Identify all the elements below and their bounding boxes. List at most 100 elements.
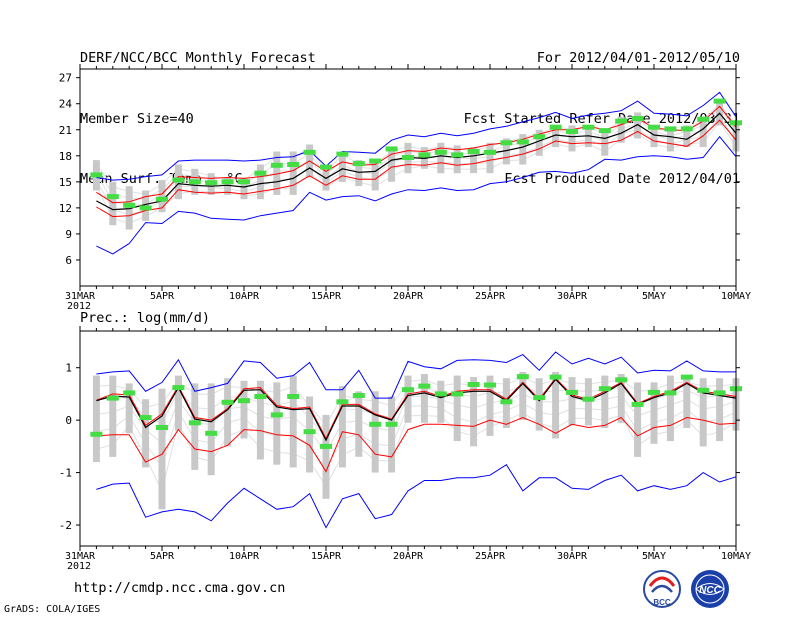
prec-obs-marker xyxy=(303,429,316,435)
logos: BCC NCC xyxy=(643,570,729,608)
prec-obs-marker xyxy=(516,374,529,380)
prec-spread-box xyxy=(535,378,543,431)
prec-spread-box xyxy=(256,380,264,460)
prec-spread-box xyxy=(158,388,166,510)
prec-y-tick-label: -1 xyxy=(59,467,72,480)
prec-ensemble-member xyxy=(96,412,737,493)
temp-x-tick-label: 10APR xyxy=(229,291,260,302)
temp-obs-marker xyxy=(385,146,398,152)
prec-sd-upper-line xyxy=(96,377,737,440)
prec-obs-marker xyxy=(697,387,710,393)
prec-spread-box xyxy=(486,375,494,436)
temp-obs-marker xyxy=(615,118,628,124)
prec-obs-marker xyxy=(533,395,546,401)
temp-mean-line xyxy=(96,112,737,211)
prec-spread-box xyxy=(470,377,478,447)
temp-spread-box xyxy=(634,112,642,139)
prec-spread-box xyxy=(224,378,232,447)
temp-spread-box xyxy=(470,147,478,174)
temp-spread-box xyxy=(601,129,609,156)
temp-spread-box xyxy=(666,129,674,152)
temp-obs-marker xyxy=(303,149,316,155)
temp-x-tick-label: 25APR xyxy=(475,291,506,302)
source-url[interactable]: http://cmdp.ncc.cma.gov.cn xyxy=(74,580,286,596)
prec-x-tick-label: 20APR xyxy=(393,551,424,562)
temp-obs-marker xyxy=(467,149,480,154)
prec-y-tick-label: 1 xyxy=(65,362,72,375)
prec-spread-box xyxy=(519,371,527,421)
prec-spread-box xyxy=(289,375,297,468)
prec-spread-box xyxy=(125,383,133,434)
temp-spread-box xyxy=(650,125,658,148)
prec-ensemble-member xyxy=(96,377,737,426)
prec-spread-box xyxy=(306,396,314,473)
temp-obs-marker xyxy=(205,180,218,186)
prec-x-tick-label: 30APR xyxy=(557,551,588,562)
prec-obs-marker xyxy=(123,390,136,396)
temp-ensemble-member xyxy=(95,111,737,207)
prec-ensemble-member xyxy=(96,384,737,440)
temp-spread-box xyxy=(486,142,494,174)
forecast-title: DERF/NCC/BCC Monthly Forecast xyxy=(80,50,316,66)
prec-x-tick-label: 10MAY xyxy=(721,551,751,562)
prec-obs-marker xyxy=(320,443,332,449)
temp-spread-box xyxy=(289,151,297,195)
temp-sd-lower-line xyxy=(96,119,737,218)
prec-spread-box xyxy=(92,375,100,463)
prec-obs-marker xyxy=(172,385,185,391)
temp-obs-marker xyxy=(582,124,595,130)
temp-obs-marker xyxy=(500,140,513,146)
temp-y-tick-label: 15 xyxy=(59,176,72,189)
prec-obs-marker xyxy=(270,412,283,418)
temp-spread-box xyxy=(683,125,691,148)
prec-obs-marker xyxy=(598,386,611,392)
temp-spread-box xyxy=(388,147,396,182)
prec-spread-box xyxy=(716,378,724,442)
temp-obs-marker xyxy=(188,179,201,185)
prec-obs-marker xyxy=(106,395,119,401)
temp-obs-marker xyxy=(713,98,726,104)
forecast-period: For 2012/04/01-2012/05/10 xyxy=(536,50,740,66)
prec-sd-lower-line xyxy=(96,416,737,473)
temp-y-tick-label: 12 xyxy=(59,202,72,215)
temp-obs-marker xyxy=(320,164,332,170)
prec-spread-box xyxy=(174,375,182,431)
temp-x-year-label: 2012 xyxy=(67,301,91,312)
temp-obs-marker xyxy=(566,129,578,134)
prec-obs-marker xyxy=(566,389,578,395)
temp-min-line xyxy=(96,135,737,255)
prec-obs-marker xyxy=(90,431,103,437)
prec-obs-marker xyxy=(549,374,562,380)
temp-spread-box xyxy=(519,134,527,165)
prec-obs-marker xyxy=(484,382,496,388)
temp-spread-box xyxy=(224,177,232,195)
prec-spread-box xyxy=(240,380,248,439)
prec-obs-marker xyxy=(254,394,267,399)
prec-obs-marker xyxy=(221,399,234,405)
prec-obs-marker xyxy=(582,396,595,402)
temp-obs-marker xyxy=(369,158,382,164)
temp-y-tick-label: 9 xyxy=(65,228,72,241)
temp-obs-marker xyxy=(106,194,119,200)
temp-spread-box xyxy=(535,129,543,156)
ncc-logo-text: NCC xyxy=(699,585,721,596)
temp-spread-box xyxy=(322,168,330,191)
ncc-logo: NCC xyxy=(691,570,729,608)
prec-obs-marker xyxy=(238,398,250,404)
temp-spread-box xyxy=(699,116,707,148)
temp-obs-marker xyxy=(516,139,529,145)
prec-spread-box xyxy=(355,391,363,457)
temp-spread-box xyxy=(256,164,264,200)
temp-obs-marker xyxy=(598,128,611,134)
prec-obs-marker xyxy=(336,399,349,405)
prec-obs-marker xyxy=(139,415,152,420)
prec-spread-box xyxy=(568,377,576,426)
prec-obs-marker xyxy=(615,377,628,383)
prec-obs-marker xyxy=(369,421,382,427)
prec-x-tick-label: 25APR xyxy=(475,551,506,562)
prec-panel-title: Prec.: log(mm/d) xyxy=(80,310,210,326)
member-size: Member Size=40 xyxy=(80,110,194,127)
temp-x-tick-label: 31MAR xyxy=(65,291,96,302)
prec-spread-box xyxy=(453,375,461,442)
temp-obs-marker xyxy=(631,116,644,121)
